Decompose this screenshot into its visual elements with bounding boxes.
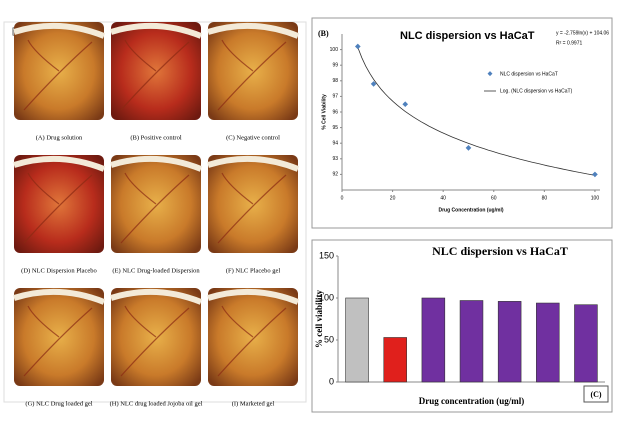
bar bbox=[421, 297, 446, 383]
bar bbox=[459, 300, 484, 383]
vessel bbox=[120, 39, 190, 111]
photo-panel: [A](A) Drug solution(B) Positive control… bbox=[3, 21, 307, 407]
photo-caption: (D) NLC Dispersion Placebo bbox=[21, 267, 97, 274]
chart-title: NLC dispersion vs HaCaT bbox=[432, 244, 568, 258]
x-tick-label: 100 bbox=[591, 195, 600, 201]
panel-label: (B) bbox=[318, 29, 329, 38]
photo-caption: (B) Positive control bbox=[130, 134, 181, 141]
x-tick-label: 0 bbox=[341, 195, 344, 201]
x-tick-label: 60 bbox=[491, 195, 497, 201]
legend-marker bbox=[487, 71, 493, 77]
y-tick-label: 93 bbox=[332, 156, 338, 162]
egg-shell bbox=[13, 155, 106, 172]
vessel bbox=[217, 39, 287, 111]
y-tick-label: 100 bbox=[330, 47, 339, 53]
panel-label: (C) bbox=[590, 390, 601, 399]
charts: 92 93 94 95 96 97 98 99 100 (B) NLC dispersion vs … bbox=[311, 17, 613, 413]
y-tick-label: 94 bbox=[332, 141, 338, 147]
legend-label: Log. (NLC dispersion vs HaCaT) bbox=[500, 88, 573, 94]
egg-shell bbox=[207, 22, 300, 39]
vessel bbox=[217, 172, 287, 244]
chart-title: NLC dispersion vs HaCaT bbox=[400, 30, 535, 42]
photo-caption: (C) Negative control bbox=[226, 134, 280, 141]
bar bbox=[536, 302, 560, 383]
y-tick-label: 98 bbox=[332, 78, 338, 84]
photo-caption: (F) NLC Placebo gel bbox=[226, 267, 281, 274]
x-axis-label: Drug concentration (ug/ml) bbox=[419, 396, 525, 406]
y-tick-label: 0 bbox=[329, 376, 334, 386]
y-tick-label: 100 bbox=[319, 292, 334, 302]
vessel bbox=[217, 305, 287, 377]
y-axis-label: % cell viability bbox=[314, 290, 324, 348]
bar bbox=[497, 301, 522, 383]
y-tick-label: 150 bbox=[319, 250, 334, 260]
x-tick-label: 40 bbox=[440, 195, 446, 201]
egg-shell bbox=[110, 155, 203, 172]
x-axis-label: Drug Concentration (ug/ml) bbox=[439, 207, 504, 213]
legend-label: NLC dispersion vs HaCaT bbox=[500, 71, 558, 77]
point bbox=[465, 145, 472, 151]
bar bbox=[383, 337, 407, 383]
egg-shell bbox=[110, 22, 203, 39]
vessel bbox=[120, 305, 190, 377]
y-axis-label: % Cell Viability bbox=[321, 94, 327, 130]
vessel bbox=[120, 172, 190, 244]
panel-label-box bbox=[583, 385, 609, 403]
y-tick-label: 95 bbox=[332, 125, 338, 131]
x-tick-label: 20 bbox=[390, 195, 396, 201]
y-tick-label: 92 bbox=[332, 172, 338, 178]
trend-line bbox=[357, 47, 595, 176]
vessel bbox=[23, 39, 93, 111]
y-tick-label: 50 bbox=[324, 334, 334, 344]
chart-frame bbox=[311, 17, 613, 229]
photo-caption: (H) NLC drug loaded Jojoba oil gel bbox=[110, 400, 203, 407]
point bbox=[370, 81, 377, 87]
egg-shell bbox=[207, 288, 300, 305]
egg-shell bbox=[207, 155, 300, 172]
x-tick-label: 80 bbox=[542, 195, 548, 201]
point bbox=[592, 171, 598, 178]
equation: y = -2.759ln(x) + 104.06 bbox=[556, 30, 609, 36]
y-tick-label: 96 bbox=[332, 109, 338, 115]
point bbox=[402, 101, 409, 108]
egg-shell bbox=[13, 288, 106, 305]
egg-shell bbox=[110, 288, 203, 305]
photo-caption: (I) Marketed gel bbox=[232, 400, 275, 407]
bar bbox=[345, 297, 369, 383]
photo-caption: (A) Drug solution bbox=[36, 134, 83, 141]
vessel bbox=[23, 172, 93, 244]
photo-caption: (G) NLC Drug loaded gel bbox=[25, 400, 92, 407]
y-tick-label: 97 bbox=[332, 94, 338, 100]
egg-shell bbox=[13, 22, 106, 39]
bar bbox=[574, 304, 598, 383]
vessel bbox=[23, 305, 93, 377]
photo-caption: (E) NLC Drug-loaded Dispersion bbox=[112, 267, 200, 274]
equation: R² = 0.9971 bbox=[556, 40, 582, 46]
y-tick-label: 99 bbox=[332, 63, 338, 69]
